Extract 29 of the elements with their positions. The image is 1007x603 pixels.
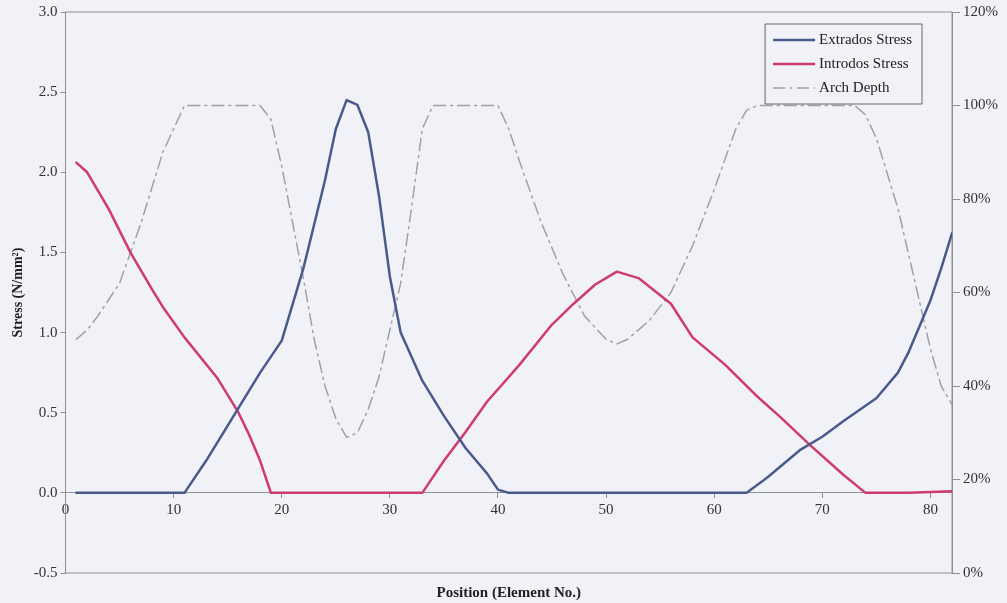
y2-tick-label: 120% xyxy=(963,2,998,19)
legend-label: Extrados Stress xyxy=(819,30,913,47)
y-tick-label: 2.0 xyxy=(38,163,58,180)
x-tick-label: 60 xyxy=(706,500,722,517)
legend-label: Introdos Stress xyxy=(819,54,909,71)
y-tick-label: 1.5 xyxy=(38,243,58,260)
y2-tick-label: 0% xyxy=(963,563,983,580)
legend-label: Arch Depth xyxy=(819,78,890,95)
y2-tick-label: 100% xyxy=(963,96,998,113)
x-tick-label: 30 xyxy=(382,500,398,517)
y2-tick-label: 40% xyxy=(963,376,991,393)
y-tick-label: 2.5 xyxy=(38,83,58,100)
y-tick-label: 3.0 xyxy=(38,2,58,19)
x-tick-label: 20 xyxy=(274,500,290,517)
y-tick-label: 0.0 xyxy=(38,483,58,500)
line-series xyxy=(75,104,953,439)
y-tick-label: -0.5 xyxy=(33,563,58,580)
x-tick-label: 80 xyxy=(922,500,938,517)
x-tick-label: 70 xyxy=(814,500,830,517)
y-axis-title: Stress (N/mm²) xyxy=(10,247,27,338)
y2-tick-label: 80% xyxy=(963,189,991,206)
x-axis-title: Position (Element No.) xyxy=(436,584,582,602)
y2-tick-label: 60% xyxy=(963,283,991,300)
x-tick-label: 40 xyxy=(490,500,506,517)
y2-tick-label: 20% xyxy=(963,470,991,487)
y-tick-label: 0.5 xyxy=(38,403,58,420)
y-tick-label: 1.0 xyxy=(38,323,58,340)
x-tick-label: 50 xyxy=(598,500,614,517)
x-tick-label: 10 xyxy=(166,500,182,517)
